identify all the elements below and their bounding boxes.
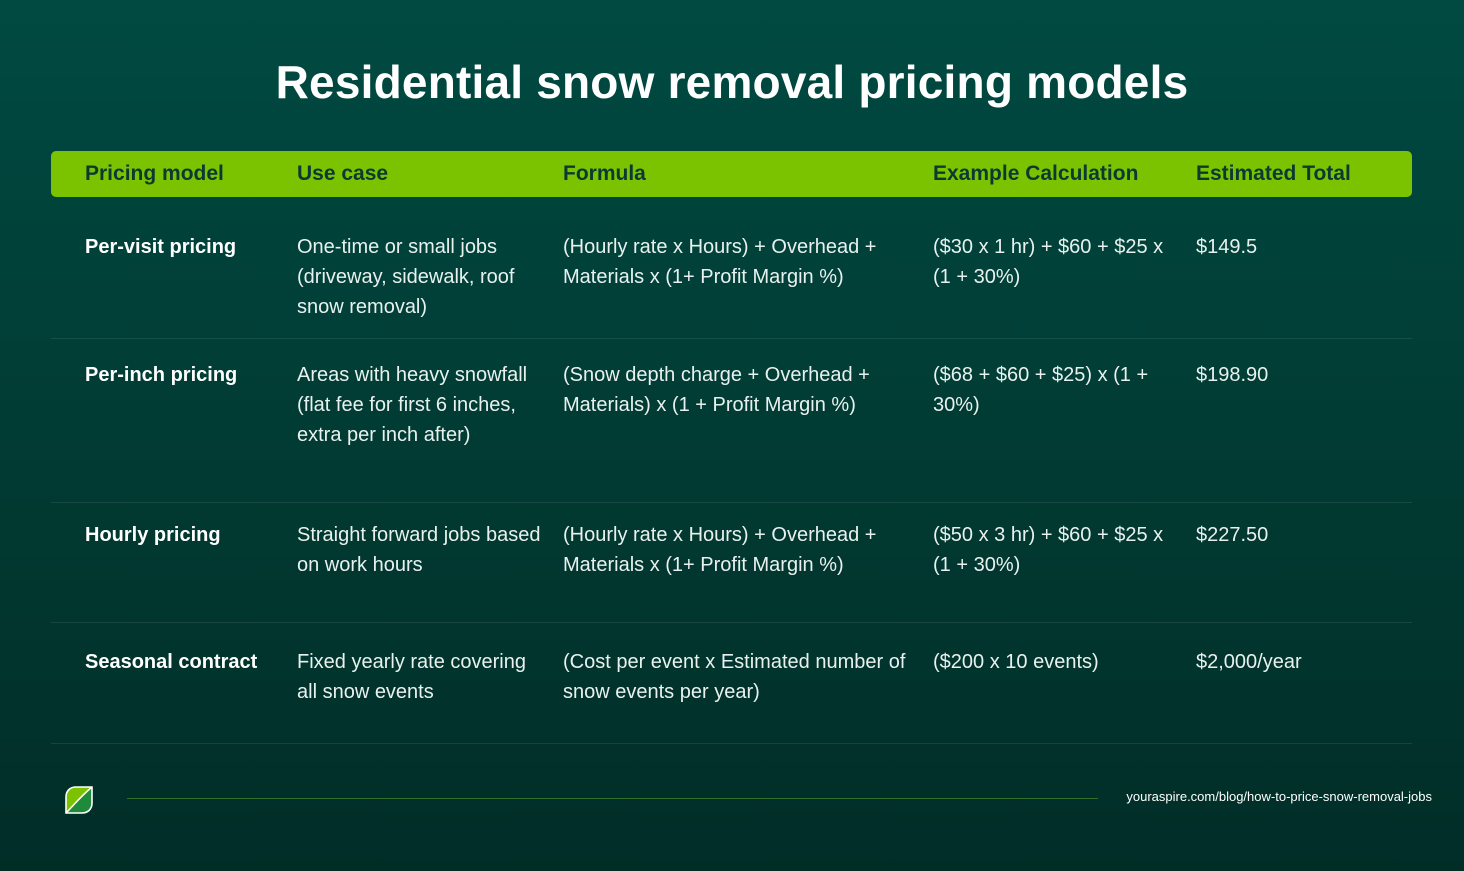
row-example-calculation: ($68 + $60 + $25) x (1 + 30%)	[933, 364, 1149, 416]
header-formula: Formula	[563, 162, 646, 185]
header-pricing-model: Pricing model	[85, 162, 224, 185]
row-formula: (Hourly rate x Hours) + Overhead + Mater…	[563, 236, 877, 288]
row-pricing-model: Per-visit pricing	[85, 236, 237, 258]
row-use-case: Straight forward jobs based on work hour…	[297, 524, 541, 576]
page-title: Residential snow removal pricing models	[275, 56, 1189, 108]
table-row: Per-visit pricing One-time or small jobs…	[51, 197, 1412, 339]
row-pricing-model: Hourly pricing	[85, 524, 221, 546]
row-estimated-total: $2,000/year	[1196, 651, 1302, 673]
aspire-leaf-icon	[65, 786, 93, 814]
row-estimated-total: $149.5	[1196, 236, 1258, 258]
row-formula: (Hourly rate x Hours) + Overhead + Mater…	[563, 524, 877, 576]
header-example-calculation: Example Calculation	[933, 162, 1139, 185]
row-formula: (Snow depth charge + Overhead + Material…	[563, 364, 870, 416]
table-row: Hourly pricing Straight forward jobs bas…	[51, 503, 1412, 623]
table-row: Per-inch pricing Areas with heavy snowfa…	[51, 339, 1412, 503]
table-row: Seasonal contract Fixed yearly rate cove…	[51, 623, 1412, 744]
table-header-row: Pricing model Use case Formula Example C…	[51, 151, 1412, 197]
row-use-case: Areas with heavy snowfall (flat fee for …	[297, 364, 528, 446]
source-url-link[interactable]: youraspire.com/blog/how-to-price-snow-re…	[1126, 789, 1432, 804]
row-example-calculation: ($200 x 10 events)	[933, 651, 1099, 673]
row-example-calculation: ($50 x 3 hr) + $60 + $25 x (1 + 30%)	[933, 524, 1164, 576]
row-estimated-total: $227.50	[1196, 524, 1269, 546]
header-estimated-total: Estimated Total	[1196, 162, 1351, 185]
row-use-case: One-time or small jobs (driveway, sidewa…	[297, 236, 515, 318]
row-pricing-model: Seasonal contract	[85, 651, 258, 673]
row-estimated-total: $198.90	[1196, 364, 1269, 386]
pricing-table: Pricing model Use case Formula Example C…	[51, 151, 1412, 744]
row-pricing-model: Per-inch pricing	[85, 364, 238, 386]
footer-divider	[127, 798, 1098, 799]
row-example-calculation: ($30 x 1 hr) + $60 + $25 x (1 + 30%)	[933, 236, 1164, 288]
footer: youraspire.com/blog/how-to-price-snow-re…	[0, 780, 1464, 820]
row-use-case: Fixed yearly rate covering all snow even…	[297, 651, 526, 703]
header-use-case: Use case	[297, 162, 389, 185]
row-formula: (Cost per event x Estimated number of sn…	[563, 651, 906, 703]
